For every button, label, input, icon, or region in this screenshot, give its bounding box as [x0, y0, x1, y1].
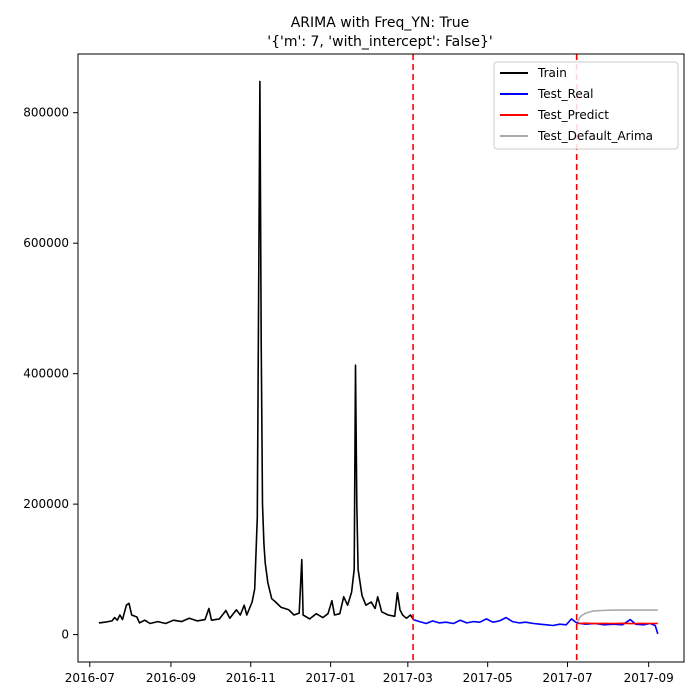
axes: 2016-07 2016-09 2016-11 2017-01 2017-03 2017-…	[23, 53, 685, 685]
y-tick-label: 200000	[23, 497, 69, 511]
legend: Train Test_Real Test_Predict Test_Defaul…	[493, 61, 679, 150]
y-tick-label: 600000	[23, 236, 69, 250]
x-tick-label: 2017-05	[463, 671, 513, 685]
series-line-test-real	[412, 616, 659, 635]
chart-subtitle: '{'m': 7, 'with_intercept': False}'	[267, 34, 493, 50]
plot-area	[98, 54, 659, 662]
series-line-test-default-arima	[575, 609, 658, 624]
legend-label-test-default-arima: Test_Default_Arima	[537, 129, 653, 143]
y-tick-label: 0	[61, 628, 69, 642]
axes-frame	[77, 53, 685, 663]
x-tick-label: 2016-11	[226, 671, 276, 685]
series-line-train	[98, 80, 414, 625]
x-tick-label: 2016-09	[146, 671, 196, 685]
y-tick-label: 400000	[23, 367, 69, 381]
x-tick-label: 2016-07	[65, 671, 115, 685]
chart-title: ARIMA with Freq_YN: True	[291, 15, 470, 31]
y-tick-label: 800000	[23, 106, 69, 120]
legend-label-test-real: Test_Real	[537, 87, 594, 101]
legend-frame	[493, 61, 679, 150]
x-tick-label: 2017-01	[306, 671, 356, 685]
x-tick-label: 2017-07	[542, 671, 592, 685]
legend-label-train: Train	[537, 66, 567, 80]
legend-label-test-predict: Test_Predict	[537, 108, 609, 122]
x-tick-label: 2017-03	[383, 671, 433, 685]
x-tick-label: 2017-09	[624, 671, 674, 685]
